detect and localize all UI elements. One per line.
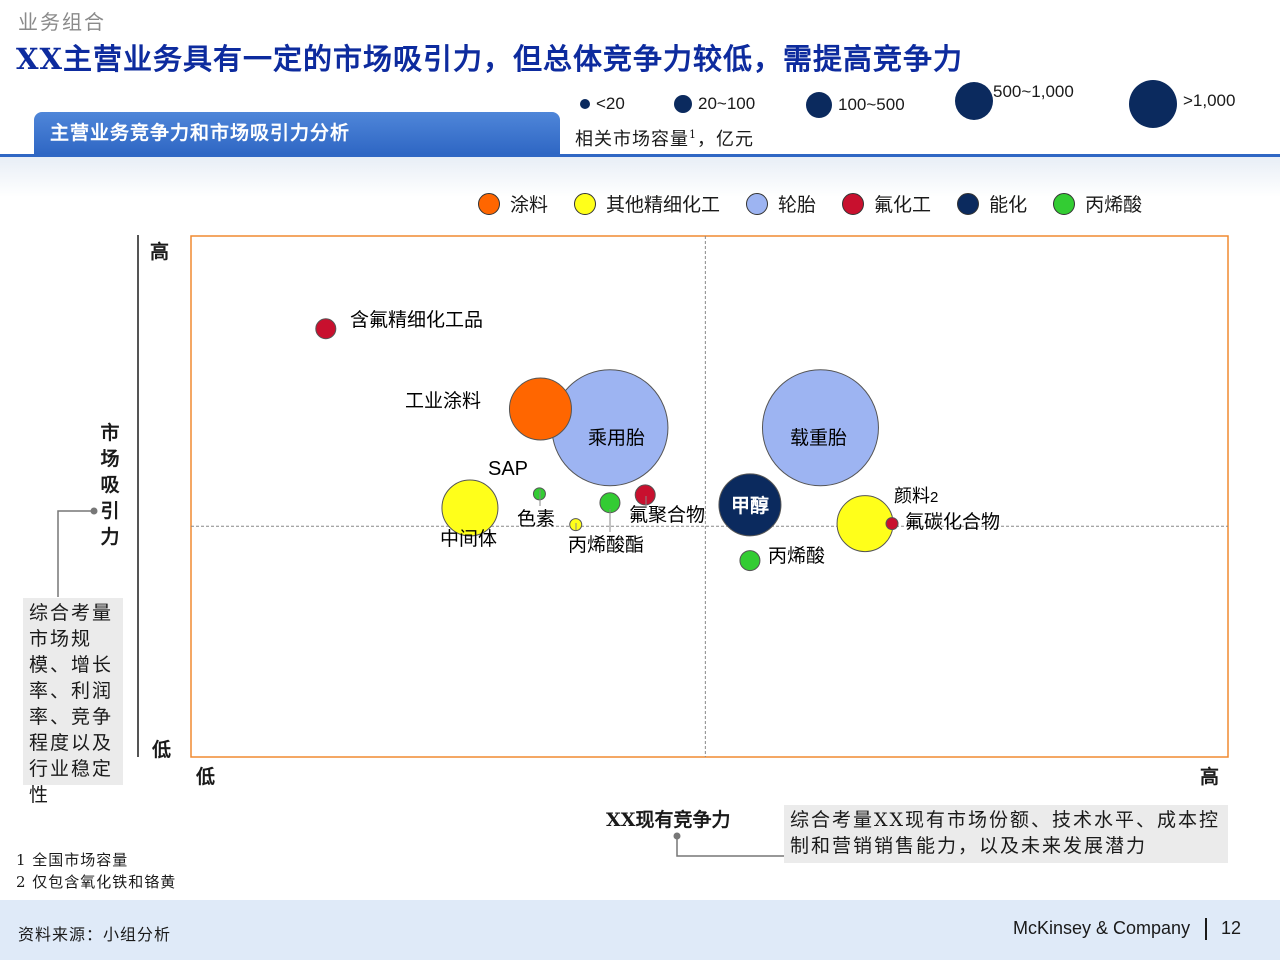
- size-legend-label: 100~500: [838, 95, 905, 114]
- point-label: 载重胎: [790, 427, 847, 449]
- category-legend: 涂料 其他精细化工 轮胎 氟化工 能化 丙烯酸: [478, 190, 1142, 217]
- y-note-connector: [57, 507, 98, 597]
- size-caption-sup: 1: [689, 128, 697, 141]
- x-note-connector: [673, 832, 785, 857]
- page-number: 12: [1221, 918, 1242, 938]
- point-label: 丙烯酸: [768, 545, 825, 567]
- pigment-label-text: 颜料: [894, 486, 930, 507]
- size-legend-item: 20~100: [674, 94, 755, 114]
- bubble-SAP: [532, 487, 546, 501]
- bubble-氟聚合物: [634, 484, 656, 506]
- legend-label: 能化: [989, 194, 1028, 216]
- size-legend-label: <20: [596, 94, 625, 113]
- company-name: McKinsey & Company: [1013, 918, 1191, 938]
- bubble-含氟精细化工品: [315, 318, 337, 340]
- y-axis-line: [137, 235, 139, 757]
- footnote-2: 2 仅包含氧化铁和铬黄: [16, 873, 177, 891]
- point-label: 乘用胎: [588, 427, 645, 449]
- size-legend-item: >1,000: [1129, 80, 1235, 128]
- legend-item: 氟化工: [842, 190, 931, 217]
- legend-swatch-icon: [842, 192, 865, 215]
- subtitle-tab: 主营业务竞争力和市场吸引力分析: [34, 112, 560, 154]
- point-label: 工业涂料: [405, 390, 481, 412]
- legend-item: 其他精细化工: [574, 190, 720, 217]
- legend-swatch-icon: [478, 192, 500, 215]
- point-label: 丙烯酸酯: [568, 534, 644, 556]
- plot-frame: [190, 235, 1229, 758]
- x-axis-note: 综合考量XX现有市场份额、技术水平、成本控制和营销销售能力，以及未来发展潜力: [784, 805, 1228, 863]
- legend-item: 能化: [957, 190, 1027, 217]
- legend-label: 轮胎: [778, 194, 817, 216]
- footnote-1: 1 全国市场容量: [16, 851, 129, 869]
- size-legend-label: 500~1,000: [993, 82, 1074, 101]
- point-label: 中间体: [440, 528, 497, 550]
- header-rule: [0, 154, 1280, 157]
- size-legend-item: 100~500: [806, 92, 905, 118]
- bubble-氟碳化合物: [885, 517, 899, 531]
- section-label: 业务组合: [18, 10, 106, 34]
- pigment-label-sup: 2: [930, 489, 938, 506]
- point-label: 含氟精细化工品: [350, 309, 483, 331]
- point-label: 甲醇: [731, 494, 769, 517]
- source-note: 资料来源：小组分析: [18, 925, 172, 944]
- legend-swatch-icon: [1053, 192, 1076, 215]
- legend-item: 轮胎: [746, 190, 816, 217]
- point-label: 氟聚合物: [629, 504, 705, 526]
- legend-label: 氟化工: [874, 194, 932, 216]
- legend-swatch-icon: [746, 192, 769, 215]
- size-legend-label: 20~100: [698, 94, 756, 113]
- footer-band: [0, 900, 1280, 960]
- legend-swatch-icon: [957, 192, 980, 215]
- label-leaders: [539, 490, 647, 532]
- y-axis-title: 市场吸引力: [100, 422, 120, 548]
- bubble-丙烯酸: [739, 550, 761, 572]
- y-axis-low: 低: [152, 739, 172, 761]
- bubble-工业涂料: [508, 377, 572, 441]
- legend-label: 丙烯酸: [1085, 194, 1143, 216]
- size-caption-text: 相关市场容量: [575, 129, 689, 150]
- size-dot-icon: [674, 95, 692, 113]
- bubble-颜料: [836, 495, 894, 553]
- bubble-chart: 含氟精细化工品 工业涂料 乘用胎 载重胎 SAP 中间体 色素 丙烯酸酯 氟聚合…: [190, 235, 1229, 758]
- header-band: [0, 157, 1280, 197]
- page-title: XX主营业务具有一定的市场吸引力，但总体竞争力较低，需提高竞争力: [16, 42, 964, 76]
- point-label: 颜料2: [894, 486, 938, 507]
- bubble-载重胎: [761, 369, 879, 487]
- legend-label: 涂料: [510, 194, 549, 216]
- size-dot-icon: [806, 92, 832, 118]
- footer-separator: [1205, 918, 1207, 940]
- x-axis-title: XX现有竞争力: [606, 809, 731, 831]
- point-label: 色素: [517, 508, 555, 530]
- legend-swatch-icon: [574, 192, 597, 215]
- y-axis-high: 高: [150, 241, 170, 263]
- legend-label: 其他精细化工: [606, 194, 721, 216]
- size-caption-tail: ，亿元: [697, 129, 754, 150]
- size-dot-icon: [580, 99, 590, 109]
- bubble-中间体: [441, 479, 499, 537]
- x-axis-low: 低: [196, 766, 216, 788]
- legend-item: 丙烯酸: [1053, 190, 1142, 217]
- size-legend-label: >1,000: [1183, 91, 1236, 110]
- legend-item: 涂料: [478, 190, 548, 217]
- size-legend-item: 500~1,000: [955, 82, 1074, 120]
- bubble-甲醇: [718, 473, 782, 537]
- point-label: 氟碳化合物: [905, 511, 1000, 533]
- size-legend-item: <20: [580, 94, 625, 114]
- size-dot-icon: [955, 82, 993, 120]
- size-dot-icon: [1129, 80, 1177, 128]
- point-label: SAP: [488, 458, 528, 480]
- size-legend-caption: 相关市场容量1，亿元: [575, 125, 754, 151]
- x-axis-high: 高: [1200, 766, 1220, 788]
- y-axis-note: 综合考量市场规模、增长率、利润率、竞争程度以及行业稳定性: [23, 598, 123, 806]
